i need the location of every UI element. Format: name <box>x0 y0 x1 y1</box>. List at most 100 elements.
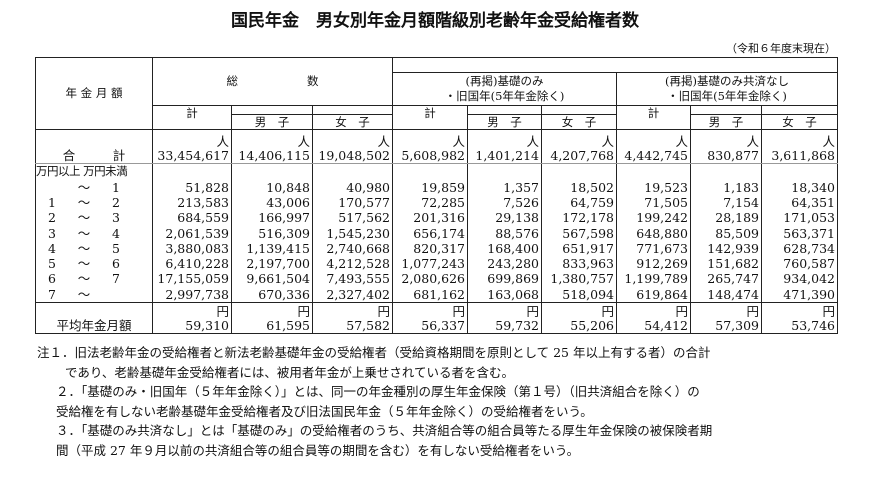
table-cell: 517,562 <box>312 210 393 226</box>
total-value: 1,401,214 <box>475 148 539 163</box>
header-male-label: 男 子 <box>691 114 761 129</box>
table-cell: 1,199,789 <box>616 271 691 287</box>
average-cell: 円 57,582 <box>312 302 393 334</box>
unit-people: 人 <box>297 134 310 149</box>
table-row: 5 ～ 6 6,410,228 2,197,700 4,212,528 1,077,243 2… <box>35 255 838 272</box>
table-cell: 28,189 <box>690 210 762 226</box>
header-basic-only: (再掲)基礎のみ ・旧国年(5年年金除く) <box>392 72 617 106</box>
range-to: 3 <box>112 210 120 226</box>
range-to: 5 <box>112 240 120 256</box>
table-cell: 2,740,668 <box>312 240 393 256</box>
table-cell: 172,178 <box>541 210 617 226</box>
table-cell: 43,006 <box>231 194 313 211</box>
total-cell: 人 1,401,214 <box>467 129 542 164</box>
table-cell: 148,474 <box>690 286 762 303</box>
header-female: 女 子 <box>761 105 838 130</box>
range-to: 2 <box>112 194 120 210</box>
total-cell: 人 830,877 <box>690 129 762 164</box>
table-cell: 2,080,626 <box>392 271 468 287</box>
range-tilde: ～ <box>77 225 91 241</box>
total-value: 19,048,502 <box>318 148 390 163</box>
table-cell: 166,997 <box>231 210 313 226</box>
table-cell: 170,577 <box>312 194 393 211</box>
unit-yen: 円 <box>746 303 759 319</box>
unit-people: 人 <box>746 134 759 149</box>
table-cell: 7,526 <box>467 194 542 211</box>
header-male: 男 子 <box>231 105 313 130</box>
table-cell: 168,400 <box>467 240 542 256</box>
table-cell: 3,880,083 <box>152 240 232 256</box>
table-cell: 19,859 <box>392 179 468 195</box>
page-title: 国民年金 男女別年金月額階級別老齢年金受給権者数 <box>231 11 639 31</box>
empty-cell <box>231 163 313 180</box>
average-value: 53,746 <box>791 317 835 333</box>
table-cell: 64,351 <box>761 194 838 211</box>
notes: 注１．旧法老齢年金の受給権者と新法老齢基礎年金の受給権者（受給資格期間を原則とし… <box>37 343 712 460</box>
table-cell: 199,242 <box>616 210 691 226</box>
table-cell: 7,154 <box>690 194 762 211</box>
empty-cell <box>541 163 617 180</box>
table-cell: 9,661,504 <box>231 271 313 287</box>
table-row: 6 ～ 7 17,155,059 9,661,504 7,493,555 2,080,626… <box>35 271 838 287</box>
header-total: 総 数 <box>152 57 393 106</box>
range-tilde: ～ <box>77 286 91 302</box>
table-cell: 628,734 <box>761 240 838 256</box>
range-to: 1 <box>112 179 120 195</box>
range-tilde: ～ <box>77 240 91 256</box>
as-of-date: （令和６年度末現在） <box>726 42 836 55</box>
header-female: 女 子 <box>541 105 617 130</box>
range-tilde: ～ <box>77 256 91 272</box>
table-cell: 7,493,555 <box>312 271 393 287</box>
header-female-label: 女 子 <box>762 114 837 129</box>
header-female: 女 子 <box>312 105 393 130</box>
table-cell: 6,410,228 <box>152 255 232 272</box>
unit-people: 人 <box>675 134 688 149</box>
table-cell: 934,042 <box>761 271 838 287</box>
average-value: 55,206 <box>570 317 614 333</box>
total-label: 合 計 <box>35 129 153 164</box>
note-line: ３．「基礎のみ共済なし」とは「基礎のみ」の受給権者のうち、共済組合等の組合員等た… <box>56 423 713 438</box>
average-cell: 円 59,732 <box>467 302 542 334</box>
table-cell: 820,317 <box>392 240 468 256</box>
range-label: 3 ～ 4 <box>35 225 153 241</box>
note-line: ２．「基礎のみ・旧国年（５年年金除く）」とは、同一の年金種別の厚生年金保険（第１… <box>56 384 700 399</box>
empty-cell <box>616 163 691 180</box>
average-label: 平均年金月額 <box>35 302 153 334</box>
table-cell: 1,380,757 <box>541 271 617 287</box>
average-value: 61,595 <box>266 317 310 333</box>
table-cell: 40,980 <box>312 179 393 195</box>
average-value: 59,310 <box>185 317 229 333</box>
table-cell: 19,523 <box>616 179 691 195</box>
header-pension-amount: 年 金 月 額 <box>35 57 153 130</box>
table-cell: 71,505 <box>616 194 691 211</box>
table-cell: 2,061,539 <box>152 225 232 241</box>
table-cell: 912,269 <box>616 255 691 272</box>
table-cell: 2,997,738 <box>152 286 232 303</box>
table-cell: 2,197,700 <box>231 255 313 272</box>
total-value: 830,877 <box>707 148 759 163</box>
unit-yen: 円 <box>377 303 390 319</box>
range-to: 4 <box>112 225 120 241</box>
range-header-row: 万円以上 万円未満 <box>35 163 838 180</box>
range-from: 7 <box>48 286 56 302</box>
range-label: 1 ～ 2 <box>35 194 153 211</box>
range-label: 6 ～ 7 <box>35 271 153 287</box>
table-cell: 10,848 <box>231 179 313 195</box>
table-cell: 51,828 <box>152 179 232 195</box>
table-cell: 18,502 <box>541 179 617 195</box>
header-male-label: 男 子 <box>232 114 312 129</box>
range-label: 4 ～ 5 <box>35 240 153 256</box>
table-cell: 213,583 <box>152 194 232 211</box>
range-tilde: ～ <box>77 179 91 195</box>
unit-people: 人 <box>216 134 229 149</box>
table-cell: 471,390 <box>761 286 838 303</box>
header-male-label: 男 子 <box>468 114 541 129</box>
table-cell: 85,509 <box>690 225 762 241</box>
total-cell: 人 3,611,868 <box>761 129 838 164</box>
total-row: 合 計人 33,454,617 人 14,406,115 人 19,048,502 人 5,6… <box>35 129 838 164</box>
total-value: 5,608,982 <box>401 148 465 163</box>
total-value: 4,442,745 <box>624 148 688 163</box>
unit-yen: 円 <box>601 303 614 319</box>
average-cell: 円 55,206 <box>541 302 617 334</box>
table-cell: 656,174 <box>392 225 468 241</box>
